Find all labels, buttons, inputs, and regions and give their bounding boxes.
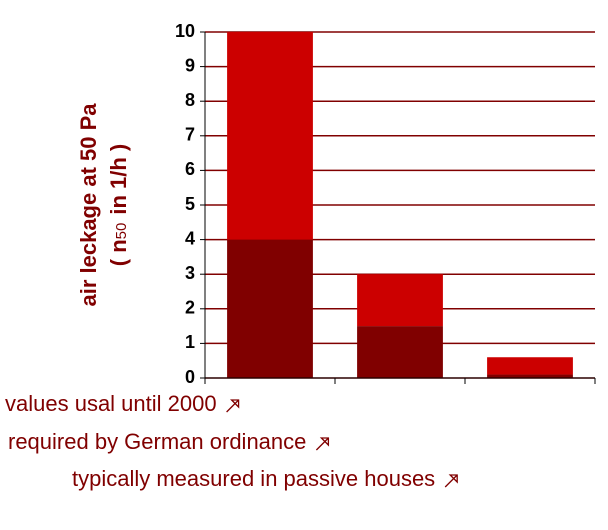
category-label: values usal until 2000 xyxy=(5,391,217,416)
y-axis-label-2: ( n50 in 1/h ) xyxy=(106,144,131,266)
category-label: typically measured in passive houses xyxy=(72,466,435,491)
y-tick-label: 1 xyxy=(185,332,195,352)
y-tick-label: 4 xyxy=(185,228,195,248)
arrow-icon xyxy=(315,437,330,451)
y-tick-label: 9 xyxy=(185,55,195,75)
y-tick-label: 2 xyxy=(185,298,195,318)
bar-segment xyxy=(357,274,443,327)
arrow-icon xyxy=(444,474,458,488)
bar-segment xyxy=(357,326,443,378)
y-tick-label: 6 xyxy=(185,159,195,179)
y-axis-label: air leckage at 50 Pa xyxy=(76,103,101,307)
category-label: required by German ordinance xyxy=(8,429,306,454)
bar-segment xyxy=(487,357,573,375)
y-tick-label: 8 xyxy=(185,90,195,110)
bar-segment xyxy=(227,32,313,240)
bar-segment xyxy=(487,374,573,378)
y-tick-label: 10 xyxy=(175,21,195,41)
y-tick-label: 0 xyxy=(185,367,195,387)
y-label-subscript: 50 xyxy=(113,223,130,240)
y-tick-label: 5 xyxy=(185,194,195,214)
y-label-suffix: in 1/h ) xyxy=(106,144,131,215)
y-tick-label: 7 xyxy=(185,125,195,145)
arrow-icon xyxy=(226,399,240,413)
bar-segment xyxy=(227,239,313,378)
y-tick-label: 3 xyxy=(185,263,195,283)
y-label-prefix: ( n xyxy=(106,239,131,266)
